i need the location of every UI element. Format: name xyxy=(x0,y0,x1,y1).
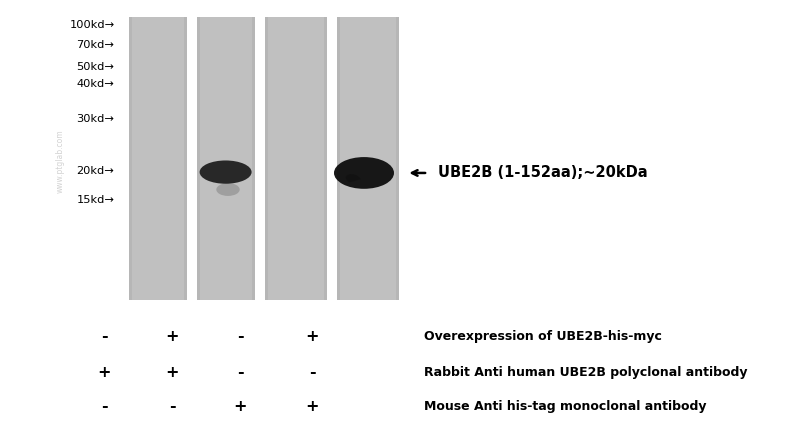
Ellipse shape xyxy=(216,183,240,196)
Text: -: - xyxy=(237,365,243,380)
Text: 30kd→: 30kd→ xyxy=(77,114,114,124)
Ellipse shape xyxy=(199,160,251,184)
Text: -: - xyxy=(101,399,107,415)
Text: 70kd→: 70kd→ xyxy=(77,40,114,50)
Text: 40kd→: 40kd→ xyxy=(77,79,114,88)
Text: UBE2B (1-152aa);∼20kDa: UBE2B (1-152aa);∼20kDa xyxy=(438,165,647,181)
Text: Rabbit Anti human UBE2B polyclonal antibody: Rabbit Anti human UBE2B polyclonal antib… xyxy=(424,366,747,379)
Text: +: + xyxy=(166,329,178,344)
Text: +: + xyxy=(166,365,178,380)
Text: +: + xyxy=(306,329,318,344)
Text: -: - xyxy=(237,329,243,344)
Text: 15kd→: 15kd→ xyxy=(77,195,114,205)
Text: -: - xyxy=(169,399,175,415)
Bar xyxy=(129,17,187,300)
Bar xyxy=(337,17,340,300)
Text: -: - xyxy=(309,365,315,380)
Bar xyxy=(265,17,327,300)
Text: +: + xyxy=(234,399,246,415)
Bar xyxy=(184,17,187,300)
Bar xyxy=(252,17,255,300)
Text: Mouse Anti his-tag monoclonal antibody: Mouse Anti his-tag monoclonal antibody xyxy=(424,401,706,413)
Ellipse shape xyxy=(334,157,394,189)
Text: +: + xyxy=(98,365,110,380)
Bar xyxy=(265,17,268,300)
Bar xyxy=(324,17,327,300)
Text: 50kd→: 50kd→ xyxy=(77,61,114,71)
Bar xyxy=(129,17,132,300)
Bar xyxy=(197,17,255,300)
Text: Overexpression of UBE2B-his-myc: Overexpression of UBE2B-his-myc xyxy=(424,330,662,343)
Bar xyxy=(197,17,200,300)
Text: 100kd→: 100kd→ xyxy=(70,20,114,30)
PathPatch shape xyxy=(346,174,361,182)
Text: +: + xyxy=(306,399,318,415)
Text: -: - xyxy=(101,329,107,344)
Bar xyxy=(337,17,399,300)
Text: www.ptglab.com: www.ptglab.com xyxy=(55,129,65,192)
Text: 20kd→: 20kd→ xyxy=(77,166,114,176)
Bar xyxy=(396,17,399,300)
